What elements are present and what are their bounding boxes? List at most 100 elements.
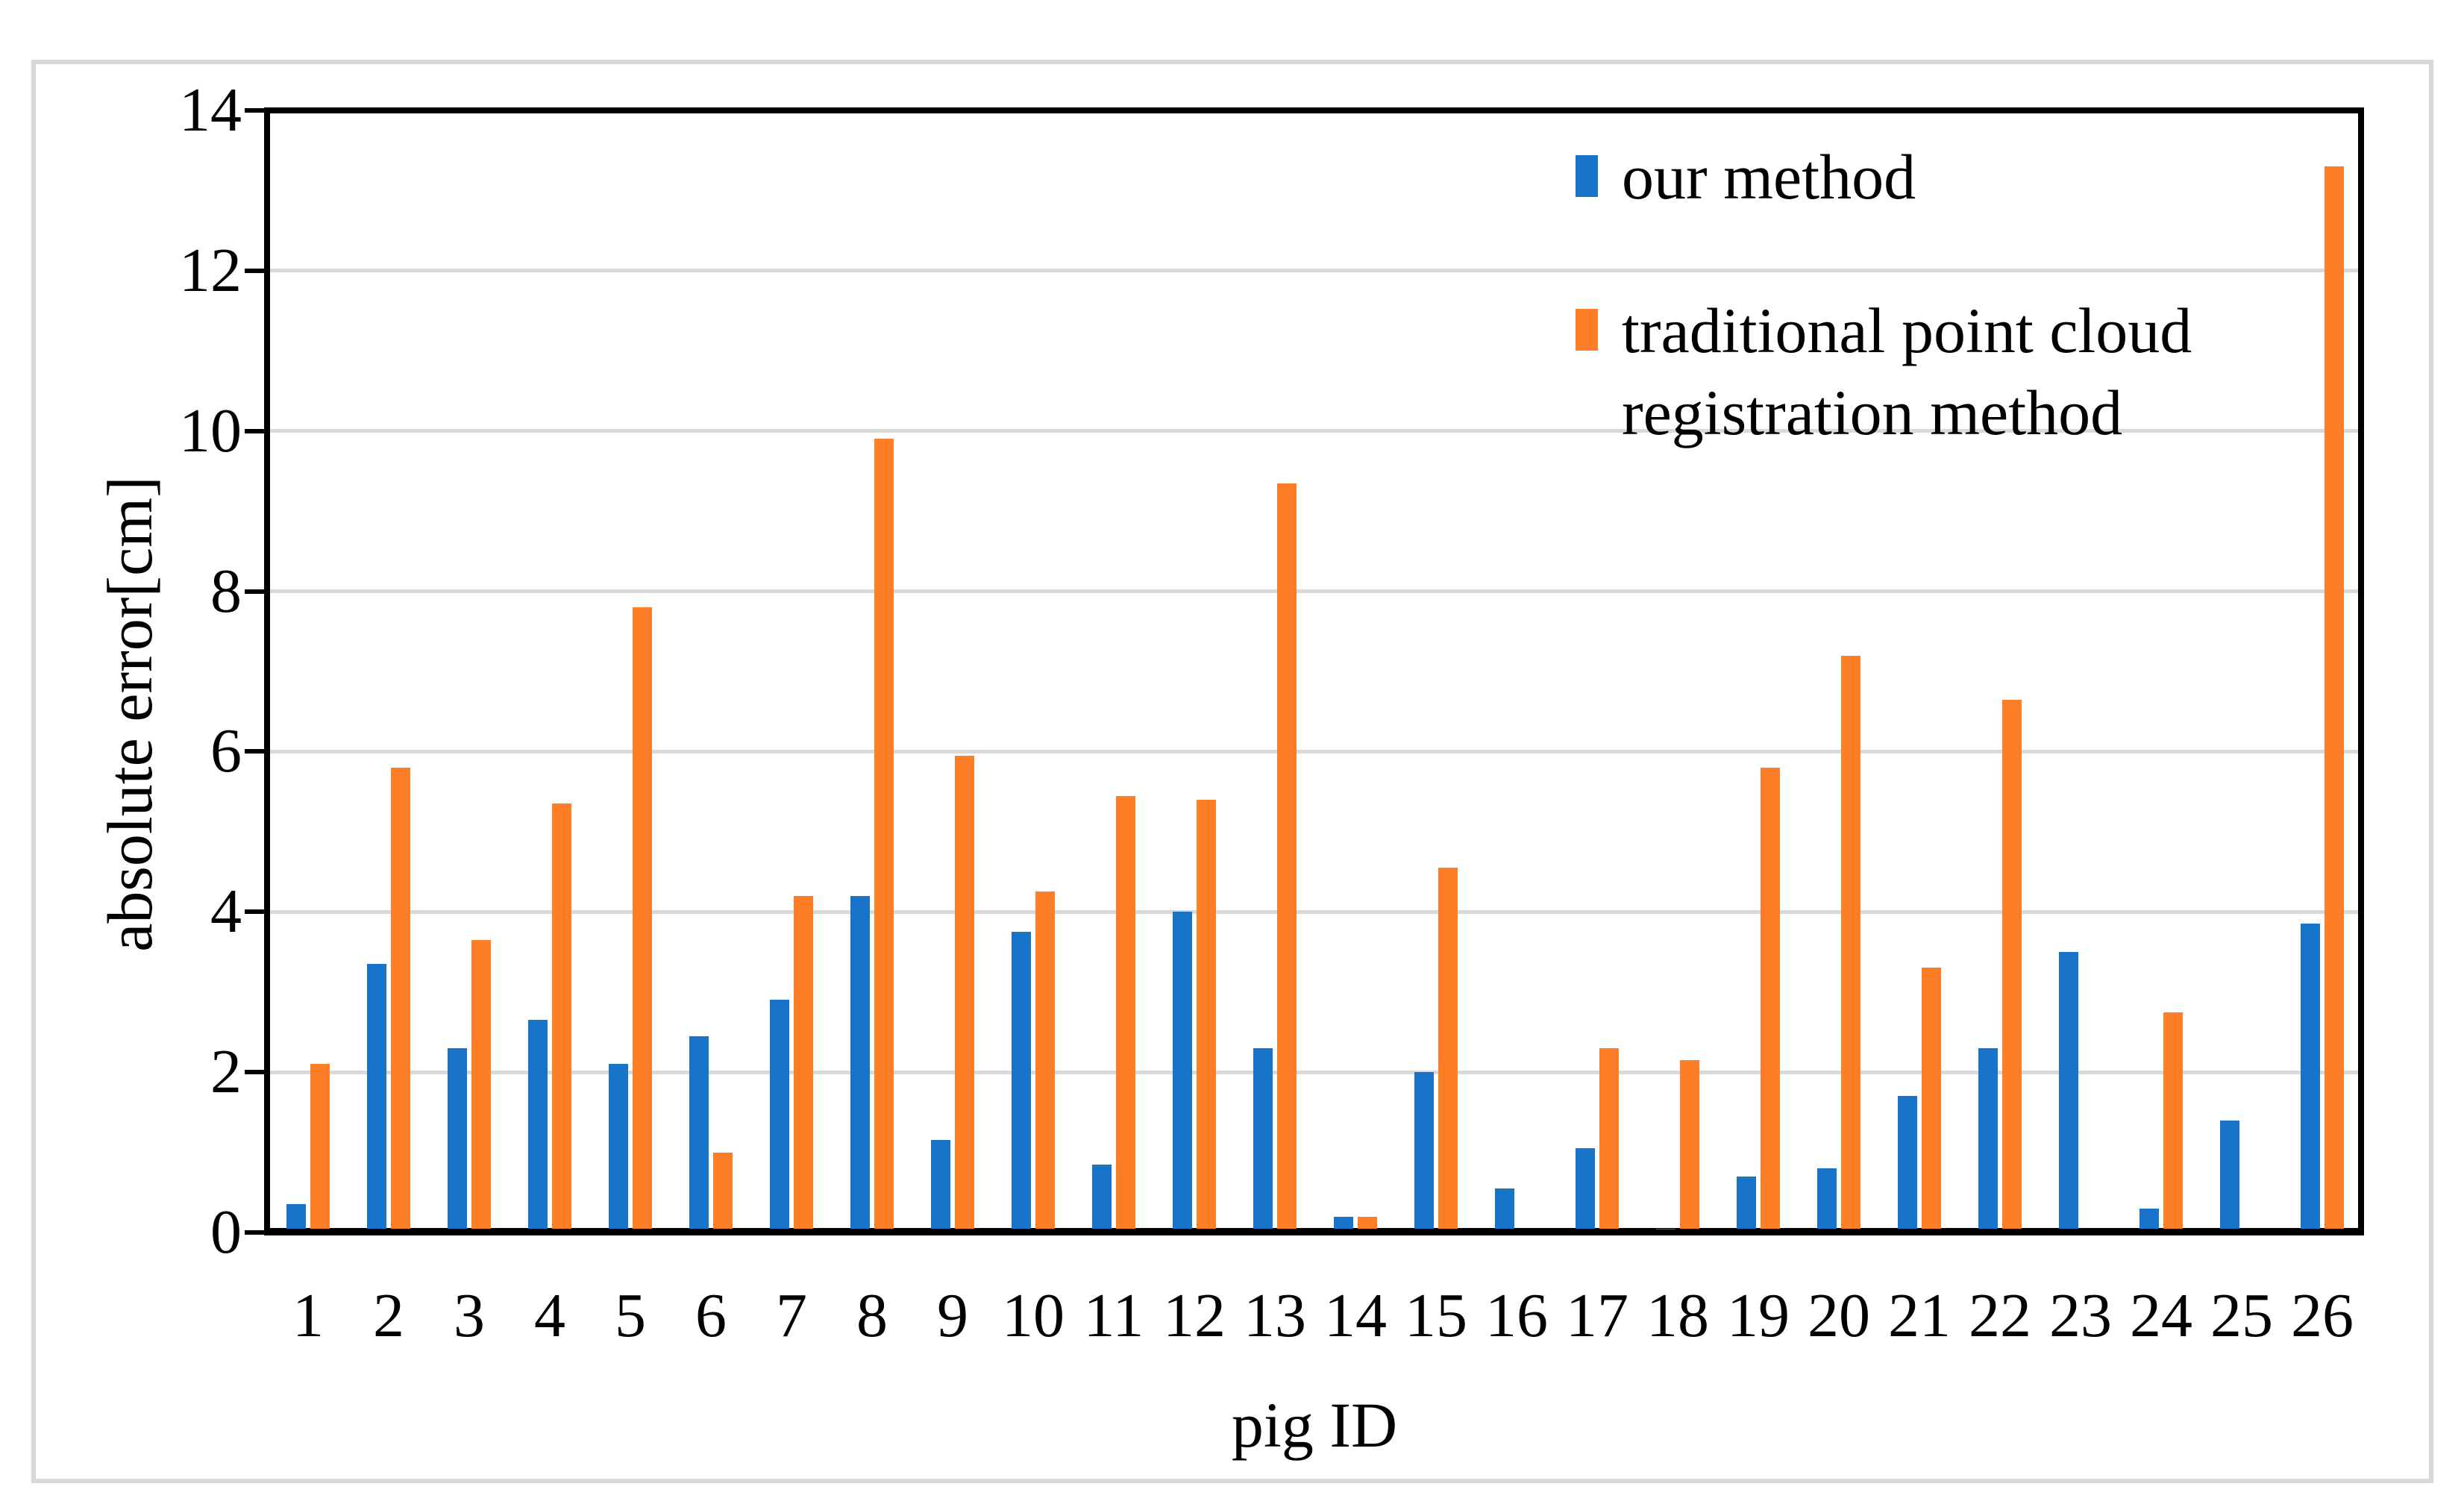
bar-traditional-pig-1 <box>310 1064 330 1229</box>
x-tick-label-9: 9 <box>937 1281 968 1350</box>
y-tick-mark-14 <box>245 108 264 113</box>
x-tick-label-15: 15 <box>1405 1281 1467 1350</box>
bar-traditional-pig-24 <box>2163 1012 2183 1229</box>
y-tick-mark-4 <box>245 909 264 915</box>
bar-our-method-pig-20 <box>1817 1168 1837 1229</box>
x-tick-label-14: 14 <box>1324 1281 1387 1350</box>
bar-our-method-pig-26 <box>2301 924 2320 1229</box>
x-axis-title: pig ID <box>1231 1389 1398 1461</box>
x-tick-label-19: 19 <box>1727 1281 1790 1350</box>
bar-traditional-pig-13 <box>1277 483 1297 1229</box>
x-tick-label-7: 7 <box>776 1281 807 1350</box>
bar-traditional-pig-2 <box>391 767 410 1229</box>
gridline-6 <box>270 749 2358 754</box>
x-tick-label-17: 17 <box>1566 1281 1628 1350</box>
y-tick-label-2: 2 <box>210 1037 242 1107</box>
bar-traditional-pig-6 <box>713 1152 733 1229</box>
y-tick-label-4: 4 <box>210 877 242 947</box>
y-tick-label-14: 14 <box>179 75 242 145</box>
bar-our-method-pig-4 <box>528 1020 548 1229</box>
x-tick-label-18: 18 <box>1646 1281 1709 1350</box>
x-tick-label-10: 10 <box>1002 1281 1065 1350</box>
x-tick-label-8: 8 <box>856 1281 888 1350</box>
gridline-8 <box>270 589 2358 594</box>
legend-label: our method <box>1622 141 1916 213</box>
bar-our-method-pig-13 <box>1253 1047 1273 1229</box>
y-tick-mark-2 <box>245 1070 264 1075</box>
bar-our-method-pig-23 <box>2059 952 2078 1229</box>
bar-our-method-pig-10 <box>1012 932 1031 1229</box>
legend: our method traditional point cloud regist… <box>1576 136 2308 525</box>
bar-traditional-pig-26 <box>2325 166 2344 1229</box>
x-tick-label-16: 16 <box>1485 1281 1548 1350</box>
gridline-2 <box>270 1070 2358 1074</box>
y-tick-mark-6 <box>245 749 264 754</box>
x-tick-label-22: 22 <box>1969 1281 2031 1350</box>
bar-traditional-pig-18 <box>1680 1060 1699 1229</box>
bar-traditional-pig-8 <box>874 439 894 1229</box>
bar-our-method-pig-7 <box>770 1000 789 1229</box>
x-tick-label-12: 12 <box>1163 1281 1226 1350</box>
legend-item-our-method: our method <box>1576 136 2308 218</box>
gridline-10 <box>270 429 2358 433</box>
x-tick-label-20: 20 <box>1808 1281 1870 1350</box>
bar-traditional-pig-15 <box>1438 868 1458 1229</box>
y-tick-mark-12 <box>245 268 264 273</box>
bar-our-method-pig-24 <box>2139 1208 2159 1229</box>
bar-our-method-pig-14 <box>1334 1216 1353 1229</box>
bar-traditional-pig-3 <box>471 939 491 1229</box>
bar-traditional-pig-11 <box>1116 795 1135 1229</box>
x-tick-label-21: 21 <box>1888 1281 1951 1350</box>
bar-our-method-pig-17 <box>1576 1148 1595 1229</box>
bar-our-method-pig-21 <box>1898 1096 1917 1229</box>
bar-our-method-pig-8 <box>850 895 870 1229</box>
x-tick-label-11: 11 <box>1083 1281 1144 1350</box>
bar-traditional-pig-7 <box>794 895 813 1229</box>
bar-our-method-pig-12 <box>1173 912 1192 1229</box>
bar-our-method-pig-15 <box>1414 1072 1434 1229</box>
gridline-12 <box>270 269 2358 273</box>
x-tick-label-24: 24 <box>2130 1281 2192 1350</box>
bar-traditional-pig-10 <box>1035 892 1055 1229</box>
bar-our-method-pig-16 <box>1495 1188 1514 1229</box>
x-tick-label-6: 6 <box>695 1281 727 1350</box>
legend-item-traditional: traditional point cloud registration met… <box>1576 289 2308 454</box>
bar-our-method-pig-3 <box>448 1047 467 1229</box>
gridline-4 <box>270 909 2358 914</box>
bar-traditional-pig-20 <box>1841 655 1860 1229</box>
bar-traditional-pig-22 <box>2002 699 2022 1229</box>
bar-our-method-pig-11 <box>1092 1164 1112 1229</box>
y-tick-label-6: 6 <box>210 716 242 786</box>
x-tick-label-25: 25 <box>2210 1281 2273 1350</box>
x-tick-label-23: 23 <box>2049 1281 2112 1350</box>
bar-traditional-pig-4 <box>552 803 571 1229</box>
x-tick-label-1: 1 <box>292 1281 324 1350</box>
legend-swatch-icon <box>1576 309 1598 351</box>
bar-our-method-pig-25 <box>2220 1120 2239 1229</box>
legend-swatch-icon <box>1576 155 1598 197</box>
y-axis-title: absolute error[cm] <box>94 476 166 952</box>
bar-our-method-pig-2 <box>367 964 386 1229</box>
y-tick-label-0: 0 <box>210 1197 242 1267</box>
legend-label: traditional point cloud registration met… <box>1622 295 2192 448</box>
y-tick-label-12: 12 <box>179 235 242 305</box>
y-tick-mark-8 <box>245 589 264 594</box>
bar-traditional-pig-12 <box>1197 799 1216 1229</box>
bar-traditional-pig-17 <box>1599 1047 1619 1229</box>
x-tick-label-26: 26 <box>2291 1281 2354 1350</box>
x-tick-label-3: 3 <box>454 1281 485 1350</box>
bar-traditional-pig-19 <box>1761 767 1780 1229</box>
bar-our-method-pig-22 <box>1978 1047 1998 1229</box>
bar-traditional-pig-14 <box>1358 1216 1377 1229</box>
y-tick-label-10: 10 <box>179 395 242 466</box>
y-tick-label-8: 8 <box>210 556 242 626</box>
bar-our-method-pig-5 <box>609 1064 628 1229</box>
x-tick-label-5: 5 <box>615 1281 646 1350</box>
bar-traditional-pig-21 <box>1922 968 1941 1229</box>
bar-our-method-pig-19 <box>1737 1176 1756 1229</box>
y-tick-mark-0 <box>245 1230 264 1235</box>
bar-our-method-pig-9 <box>931 1140 950 1229</box>
bar-our-method-pig-1 <box>286 1204 306 1229</box>
bar-traditional-pig-9 <box>955 755 974 1229</box>
